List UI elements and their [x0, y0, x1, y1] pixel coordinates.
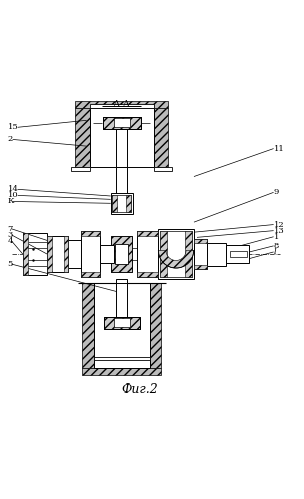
Text: 7: 7 [8, 225, 13, 233]
Wedge shape [158, 250, 194, 268]
Text: 13: 13 [274, 227, 284, 235]
Bar [68, 241, 81, 268]
Bar [104, 317, 140, 328]
Bar [23, 249, 242, 260]
Text: 10: 10 [8, 192, 18, 200]
Bar [81, 231, 100, 277]
Bar [64, 237, 68, 271]
Text: 15: 15 [8, 123, 18, 131]
Bar [23, 234, 28, 275]
Bar [103, 117, 140, 129]
Bar [90, 104, 154, 108]
Text: 4: 4 [8, 237, 13, 245]
Bar [47, 237, 68, 271]
Bar [111, 193, 133, 214]
Bar [115, 245, 128, 264]
Bar [100, 245, 114, 263]
Text: 3: 3 [8, 231, 13, 239]
Bar [82, 368, 161, 375]
Bar [194, 265, 207, 269]
Bar [94, 283, 150, 368]
Bar [116, 283, 127, 317]
Bar [137, 231, 158, 236]
Bar [47, 237, 52, 271]
Bar [160, 231, 192, 277]
Text: 8: 8 [274, 242, 279, 250]
Bar [75, 108, 90, 168]
Text: А-А: А-А [112, 100, 131, 109]
Bar [103, 117, 140, 129]
Text: 1: 1 [274, 233, 279, 241]
Text: К: К [8, 198, 14, 206]
Bar [207, 243, 226, 265]
Text: 2: 2 [8, 135, 13, 143]
Bar [116, 279, 127, 283]
Bar [150, 283, 161, 368]
Bar [154, 168, 172, 171]
Bar [81, 272, 100, 277]
Bar [104, 317, 140, 328]
Bar [230, 250, 247, 257]
Text: 11: 11 [274, 145, 284, 153]
Bar [81, 231, 100, 236]
Bar [194, 239, 207, 269]
Bar [116, 168, 127, 205]
Text: 5: 5 [8, 260, 13, 268]
Bar [114, 318, 130, 327]
Text: 14: 14 [8, 185, 19, 193]
Bar [114, 118, 130, 127]
Bar [111, 236, 132, 272]
Bar [194, 239, 207, 243]
Bar [137, 231, 158, 277]
Text: l: l [274, 248, 276, 256]
Text: 12: 12 [274, 221, 284, 229]
Bar [112, 195, 131, 212]
Bar [111, 236, 132, 272]
Bar [137, 272, 158, 277]
Bar [126, 195, 131, 212]
Bar [158, 229, 194, 279]
Bar [154, 108, 168, 168]
Bar [82, 283, 94, 368]
Bar [71, 168, 90, 171]
Bar [94, 357, 150, 360]
Bar [160, 231, 167, 277]
Bar [116, 129, 127, 168]
Bar [90, 108, 154, 168]
Text: 9: 9 [274, 188, 279, 196]
Bar [185, 231, 192, 277]
Bar [23, 234, 47, 275]
Bar [75, 100, 168, 108]
Bar [112, 195, 117, 212]
Text: Фиг.2: Фиг.2 [122, 383, 158, 396]
Bar [226, 245, 249, 263]
